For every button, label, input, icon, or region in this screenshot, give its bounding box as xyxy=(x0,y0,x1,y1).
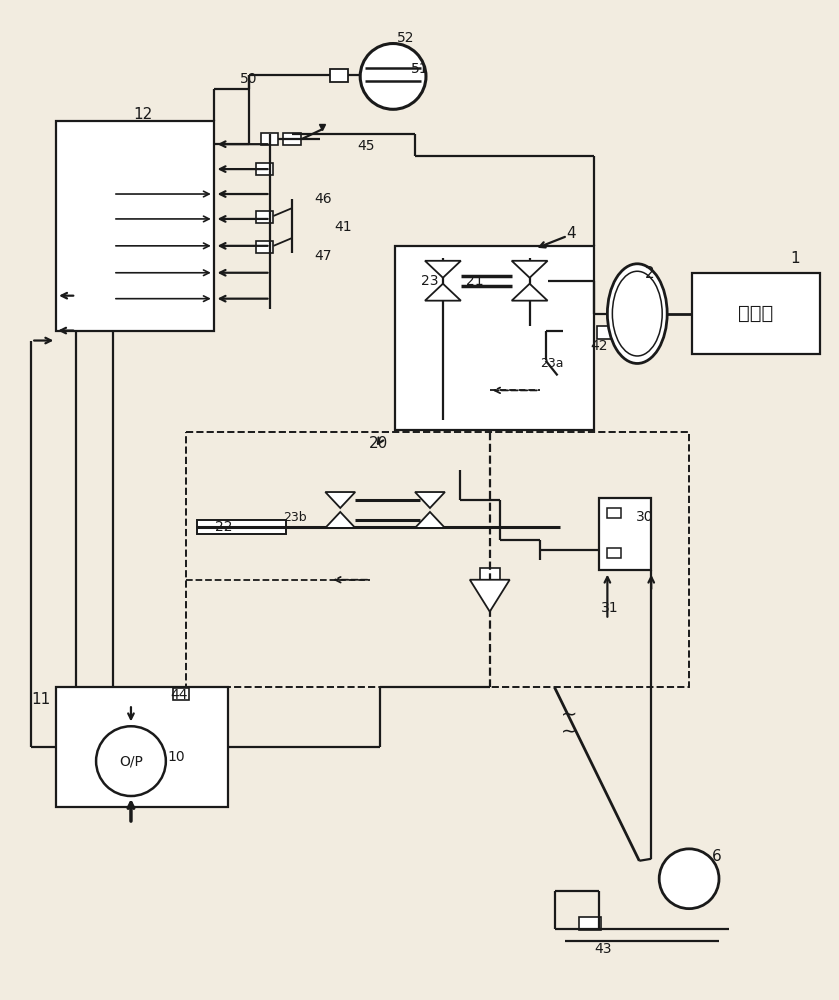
Bar xyxy=(256,241,274,253)
Bar xyxy=(597,326,619,339)
Text: 43: 43 xyxy=(595,942,612,956)
Text: 51: 51 xyxy=(411,62,429,76)
Bar xyxy=(173,688,189,700)
Bar xyxy=(599,498,651,570)
Text: O/P: O/P xyxy=(119,754,143,768)
Text: 45: 45 xyxy=(357,139,375,153)
Polygon shape xyxy=(415,512,445,528)
Circle shape xyxy=(96,726,166,796)
Polygon shape xyxy=(512,261,548,278)
Polygon shape xyxy=(512,284,548,301)
Text: 12: 12 xyxy=(133,107,153,122)
Text: 6: 6 xyxy=(712,849,722,864)
Text: 31: 31 xyxy=(601,601,618,615)
Text: ∼: ∼ xyxy=(561,705,578,724)
Bar xyxy=(185,432,689,687)
Text: 46: 46 xyxy=(315,192,332,206)
Bar xyxy=(395,246,594,430)
Text: 发动机: 发动机 xyxy=(738,304,774,323)
Circle shape xyxy=(659,849,719,909)
Text: 20: 20 xyxy=(368,436,388,451)
Polygon shape xyxy=(326,492,355,508)
Text: 4: 4 xyxy=(566,226,576,241)
Polygon shape xyxy=(470,580,510,612)
Text: 23a: 23a xyxy=(539,357,563,370)
Bar xyxy=(580,917,602,930)
Text: 22: 22 xyxy=(215,520,232,534)
Text: 47: 47 xyxy=(315,249,332,263)
Bar xyxy=(56,687,227,807)
Text: 23b: 23b xyxy=(284,511,307,524)
Bar xyxy=(607,548,622,558)
Polygon shape xyxy=(425,284,461,301)
Text: 11: 11 xyxy=(32,692,51,707)
Bar xyxy=(261,133,279,145)
Bar xyxy=(56,121,214,331)
Text: 10: 10 xyxy=(167,750,185,764)
Bar xyxy=(196,520,286,534)
Text: 41: 41 xyxy=(335,220,352,234)
Circle shape xyxy=(360,44,426,109)
Text: 44: 44 xyxy=(170,688,188,702)
Text: 1: 1 xyxy=(790,251,800,266)
Bar xyxy=(331,69,348,82)
Text: 52: 52 xyxy=(398,31,414,45)
Polygon shape xyxy=(425,261,461,278)
Bar xyxy=(607,508,622,518)
Text: 21: 21 xyxy=(466,274,483,288)
Ellipse shape xyxy=(607,264,667,363)
Text: ∼: ∼ xyxy=(561,722,578,741)
Bar xyxy=(692,273,820,354)
Bar xyxy=(284,133,301,145)
Text: 2: 2 xyxy=(644,266,654,281)
Bar xyxy=(480,568,500,581)
Text: 23: 23 xyxy=(421,274,439,288)
Bar xyxy=(256,163,274,175)
Polygon shape xyxy=(415,492,445,508)
Bar xyxy=(256,211,274,223)
Polygon shape xyxy=(326,512,355,528)
Text: 42: 42 xyxy=(591,339,608,353)
Text: 50: 50 xyxy=(240,72,258,86)
Text: 30: 30 xyxy=(635,510,653,524)
